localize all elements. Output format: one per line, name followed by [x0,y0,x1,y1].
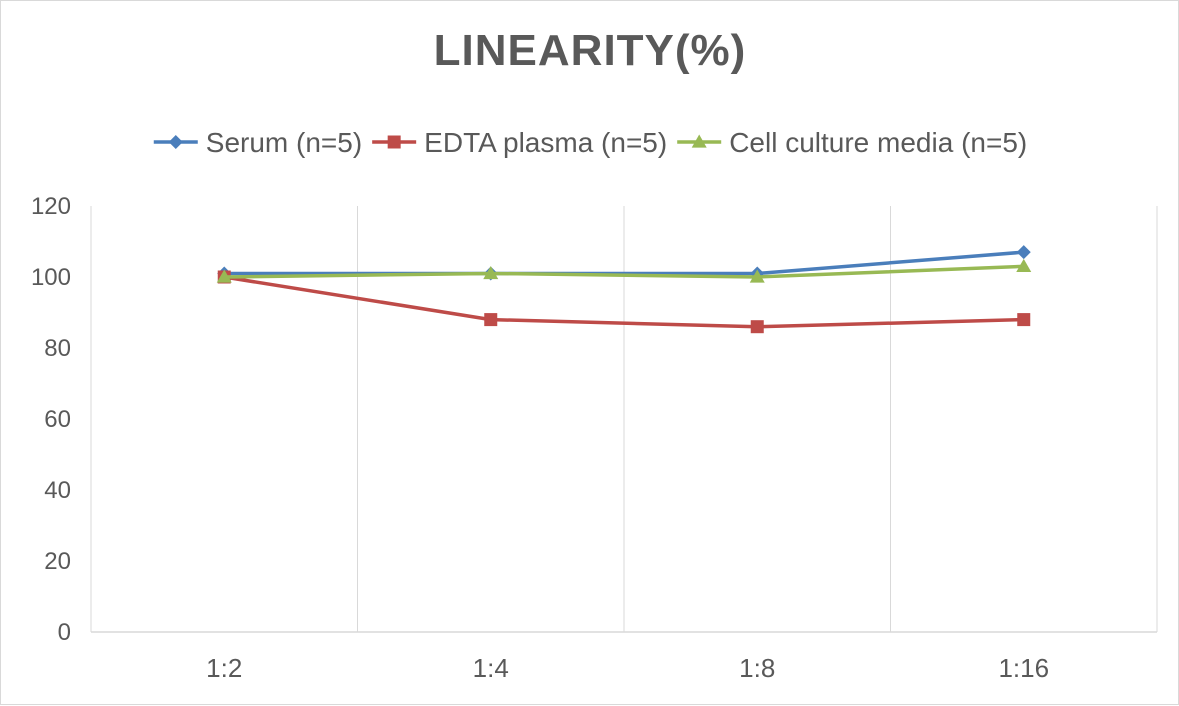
y-tick-label: 20 [44,548,71,575]
x-tick-label: 1:16 [998,653,1049,683]
legend-item: Serum (n=5) [153,127,362,158]
data-point [1017,313,1031,327]
y-tick-label: 80 [44,335,71,362]
legend-marker [691,134,707,148]
legend-label: Serum (n=5) [206,127,362,158]
series-3 [216,258,1032,283]
series-line [223,275,1024,329]
series-group [216,245,1032,334]
legend-marker [168,135,183,149]
y-tick-label: 60 [44,406,71,433]
data-point [749,269,765,283]
y-tick-label: 100 [31,264,71,291]
grid [90,206,1158,632]
y-tick-label: 120 [31,193,71,220]
series-line [224,264,1024,279]
x-tick-label: 1:2 [206,653,242,683]
chart-title: LINEARITY(%) [434,26,747,75]
data-point [750,320,764,334]
legend-item: EDTA plasma (n=5) [372,127,667,158]
data-point [216,269,232,283]
data-point [483,265,499,280]
legend-marker [387,135,401,149]
data-point [1016,258,1032,272]
legend: Serum (n=5) EDTA plasma (n=5) Cell culture… [153,127,1027,158]
legend-item: Cell culture media (n=5) [677,127,1027,158]
y-tick-label: 0 [58,619,71,646]
data-point [1016,245,1031,260]
axes: 0 20 40 60 80 100 120 1:2 1:4 1:8 1:16 [31,193,1157,683]
legend-label: EDTA plasma (n=5) [424,127,667,158]
x-tick-label: 1:8 [739,653,775,683]
y-tick-label: 40 [44,477,71,504]
series-line [224,250,1024,276]
x-tick-label: 1:4 [473,653,509,683]
legend-label: Cell culture media (n=5) [729,127,1027,158]
data-point [484,313,498,327]
